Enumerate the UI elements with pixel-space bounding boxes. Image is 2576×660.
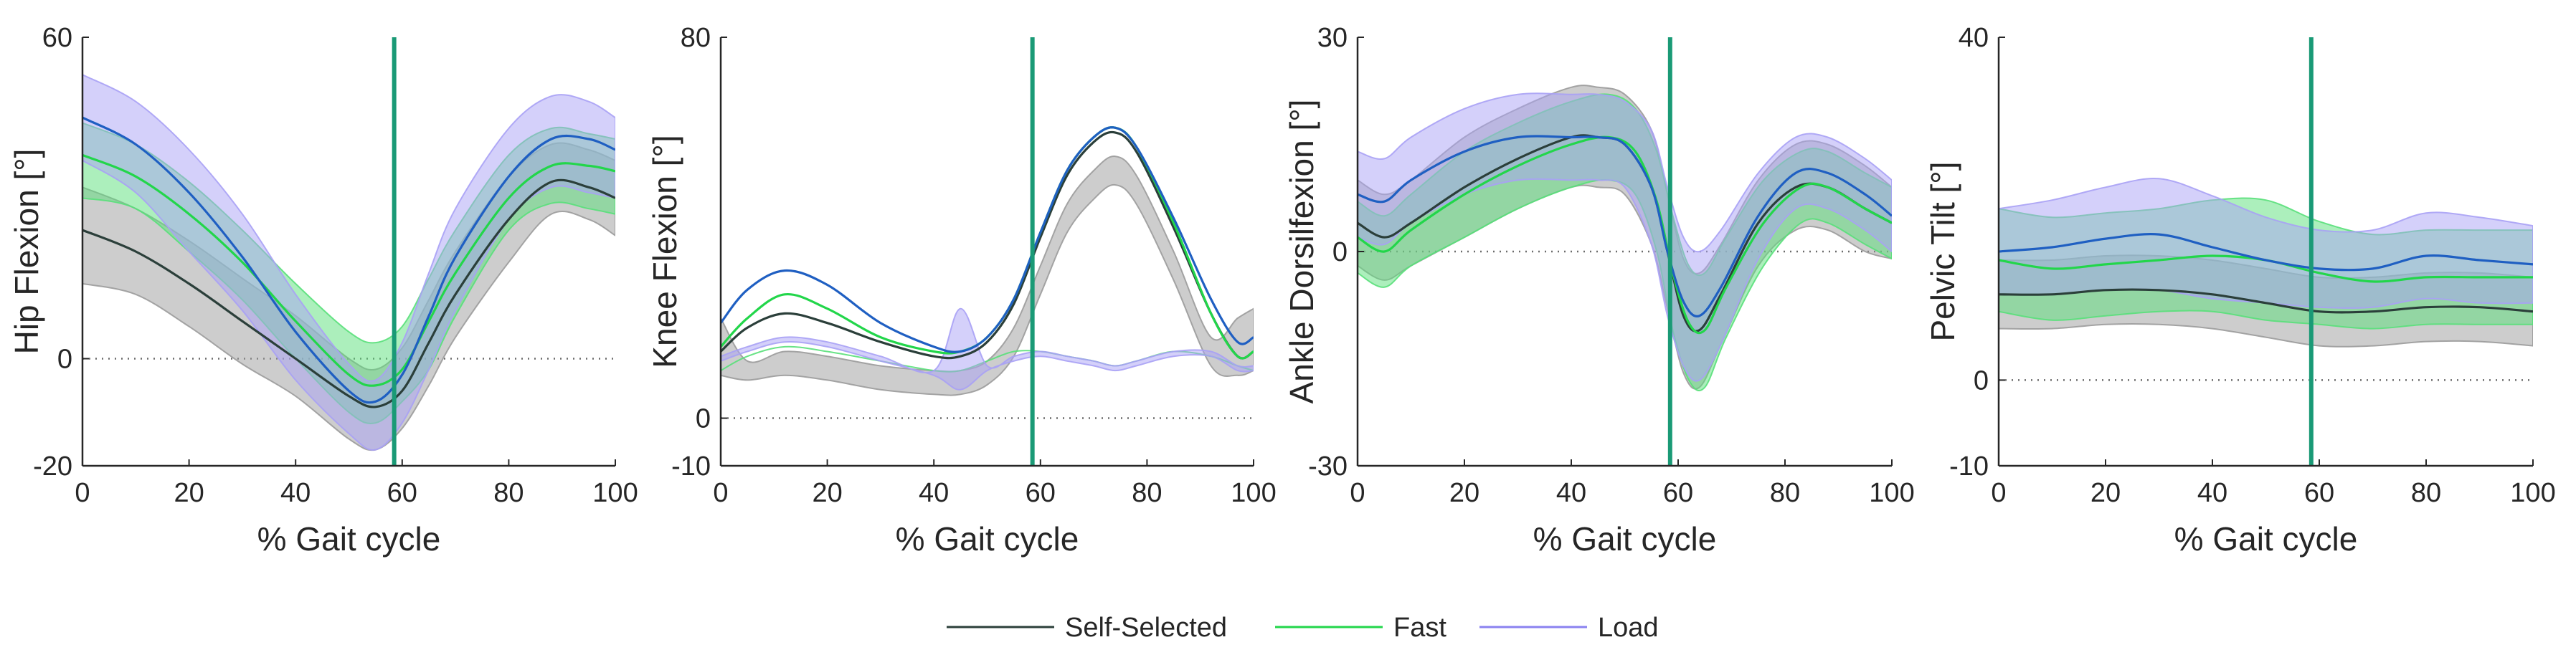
- x-tick-label: 100: [592, 478, 638, 508]
- plot-area: [721, 126, 1254, 419]
- mean-line-load: [1999, 233, 2533, 272]
- x-axis-label: % Gait cycle: [1533, 520, 1717, 558]
- x-tick-label: 60: [387, 478, 417, 508]
- mean-line-self-selected: [721, 130, 1254, 360]
- y-axis-label: Hip Flexion [°]: [8, 149, 45, 355]
- x-tick-label: 100: [1869, 478, 1914, 508]
- y-axis-label: Pelvic Tilt [°]: [1924, 161, 1961, 341]
- legend: Self-Selected Fast Load: [947, 613, 1659, 643]
- y-tick-label: 0: [696, 404, 711, 434]
- y-tick-label: 40: [1959, 23, 1989, 53]
- x-axis-label: % Gait cycle: [2174, 520, 2358, 558]
- y-tick-label: 0: [1974, 365, 1989, 396]
- plot-area: [82, 74, 615, 451]
- x-tick-label: 0: [713, 478, 728, 508]
- legend-label-load: Load: [1598, 613, 1659, 643]
- plot-area: [1999, 178, 2533, 381]
- mean-line-self-selected: [82, 178, 615, 408]
- y-axis-label: Ankle Dorsilfexion [°]: [1283, 100, 1320, 404]
- y-tick-label: 30: [1317, 23, 1348, 53]
- x-tick-label: 20: [812, 478, 842, 508]
- y-axis-label: Knee Flexion [°]: [646, 135, 683, 368]
- mean-line-load: [721, 126, 1254, 353]
- y-tick-label: -20: [33, 451, 72, 482]
- x-tick-label: 80: [1132, 478, 1162, 508]
- y-tick-label: 0: [1332, 237, 1348, 267]
- x-tick-label: 80: [2411, 478, 2441, 508]
- x-tick-label: 100: [1231, 478, 1276, 508]
- y-tick-label: 60: [42, 23, 72, 53]
- x-tick-label: 60: [1663, 478, 1693, 508]
- x-tick-label: 40: [919, 478, 949, 508]
- y-tick-label: -30: [1308, 451, 1348, 482]
- mean-line-self-selected: [1999, 288, 2533, 314]
- y-tick-label: -10: [671, 451, 711, 482]
- x-axis-label: % Gait cycle: [896, 520, 1079, 558]
- x-tick-label: 0: [75, 478, 90, 508]
- x-tick-label: 100: [2510, 478, 2555, 508]
- mean-line-fast: [721, 126, 1254, 360]
- band-load: [1358, 92, 1892, 382]
- x-tick-label: 0: [1991, 478, 2006, 508]
- plot-area: [1358, 85, 1892, 392]
- x-tick-label: 80: [1770, 478, 1800, 508]
- band-load: [82, 74, 615, 451]
- x-tick-label: 40: [2197, 478, 2227, 508]
- x-tick-label: 60: [2304, 478, 2334, 508]
- y-tick-label: -10: [1949, 451, 1989, 482]
- mean-line-load: [1358, 135, 1892, 317]
- legend-label-fast: Fast: [1393, 613, 1446, 643]
- y-tick-label: 0: [57, 345, 72, 375]
- x-tick-label: 80: [493, 478, 524, 508]
- x-tick-label: 40: [280, 478, 311, 508]
- x-tick-label: 0: [1350, 478, 1365, 508]
- legend-label-self-selected: Self-Selected: [1065, 613, 1227, 643]
- x-axis-label: % Gait cycle: [257, 520, 441, 558]
- mean-line-fast: [82, 153, 615, 387]
- x-tick-label: 20: [2090, 478, 2121, 508]
- x-tick-label: 20: [1449, 478, 1479, 508]
- y-tick-label: 80: [681, 23, 711, 53]
- band-load: [721, 307, 1254, 391]
- mean-line-load: [82, 116, 615, 404]
- x-tick-label: 60: [1026, 478, 1056, 508]
- x-tick-label: 40: [1556, 478, 1586, 508]
- x-tick-label: 20: [174, 478, 204, 508]
- band-self-selected: [721, 156, 1254, 396]
